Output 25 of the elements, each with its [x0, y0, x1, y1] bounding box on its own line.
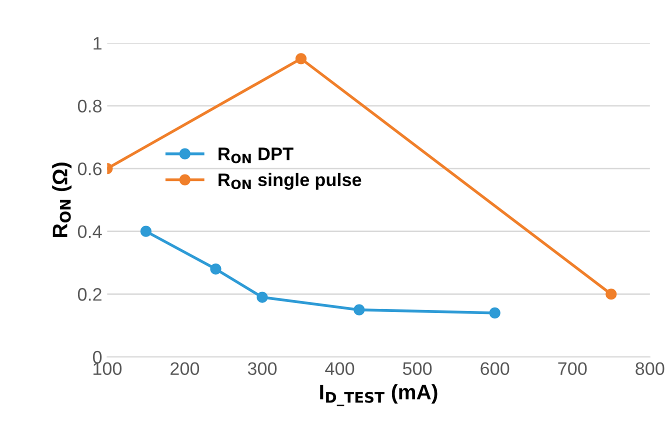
x-tick-label: 500 [402, 362, 432, 376]
y-axis-title: R$_{ON}$ (Ω) [52, 162, 72, 237]
x-tick-label: 700 [558, 362, 587, 376]
x-tick-label: 400 [325, 362, 354, 376]
legend-label: R$_{ON}$ DPT [218, 148, 294, 164]
point [354, 304, 365, 316]
y-tick-label: 0.8 [78, 100, 102, 112]
point [295, 53, 307, 64]
point [256, 292, 268, 303]
x-tick-label: 600 [480, 362, 510, 376]
x-tick-label: 300 [248, 362, 277, 376]
y-tick-label: 0.2 [78, 288, 102, 301]
x-axis-title: I$_{D_TEST}$ (mA) [320, 384, 438, 406]
x-tick-label: 100 [94, 362, 122, 376]
point [210, 263, 222, 275]
point [606, 288, 617, 300]
y-tick-label: 0.4 [78, 225, 102, 238]
y-tick-label: 0 [93, 350, 102, 364]
point [140, 226, 152, 237]
y-tick-label: 0.6 [78, 162, 102, 176]
x-tick-label: 200 [170, 362, 200, 376]
legend-label: R$_{ON}$ single pulse [218, 172, 362, 190]
x-tick-label: 800 [636, 362, 664, 376]
point [489, 307, 500, 319]
y-tick-label: 1 [94, 37, 102, 50]
